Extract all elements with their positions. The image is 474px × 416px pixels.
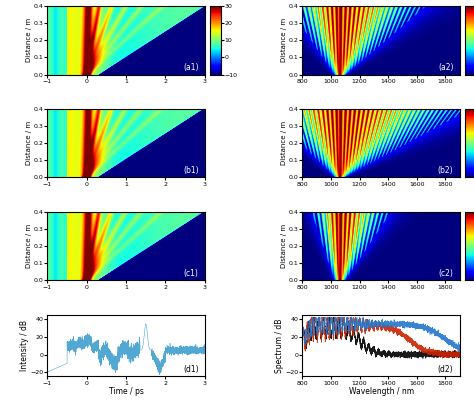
- Text: (a2): (a2): [438, 63, 454, 72]
- Y-axis label: Distance / m: Distance / m: [281, 121, 287, 166]
- Y-axis label: Distance / m: Distance / m: [281, 224, 287, 268]
- Y-axis label: Intensity / dB: Intensity / dB: [20, 320, 29, 371]
- Text: (d2): (d2): [438, 365, 454, 374]
- X-axis label: Wavelength / nm: Wavelength / nm: [348, 387, 414, 396]
- Text: (d1): (d1): [183, 365, 199, 374]
- Text: (c1): (c1): [183, 269, 199, 277]
- Text: (b2): (b2): [438, 166, 454, 175]
- Y-axis label: Spectrum / dB: Spectrum / dB: [275, 319, 284, 373]
- Y-axis label: Distance / m: Distance / m: [26, 18, 32, 62]
- Y-axis label: Distance / m: Distance / m: [281, 18, 287, 62]
- X-axis label: Time / ps: Time / ps: [109, 387, 144, 396]
- Text: (a1): (a1): [183, 63, 199, 72]
- Text: (b1): (b1): [183, 166, 199, 175]
- Y-axis label: Distance / m: Distance / m: [26, 224, 32, 268]
- Text: (c2): (c2): [438, 269, 454, 277]
- Y-axis label: Distance / m: Distance / m: [26, 121, 32, 166]
